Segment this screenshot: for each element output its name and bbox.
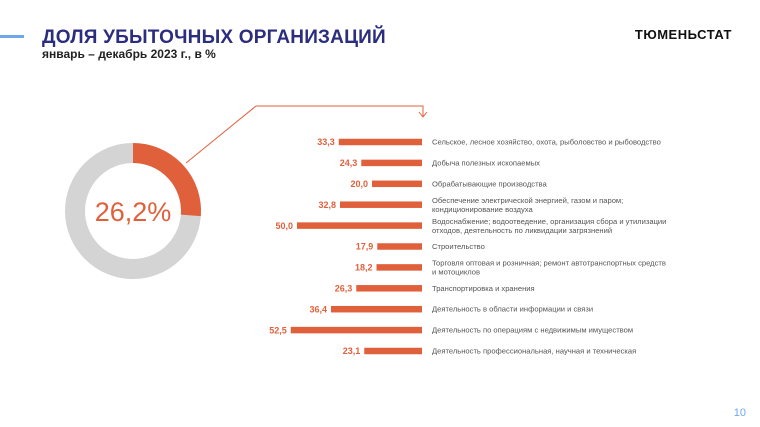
- bar: [372, 180, 422, 188]
- bar: [376, 264, 422, 271]
- bar-category-label: Водоснабжение; водоотведение, организаци…: [432, 217, 666, 235]
- accent-line: [0, 35, 24, 38]
- connector-arrow-icon: [418, 111, 428, 118]
- bar-value-label: 52,5: [269, 325, 287, 335]
- bar-value-label: 50,0: [275, 221, 293, 231]
- bar-value-label: 18,2: [355, 263, 373, 273]
- bar-category-label: Транспортировка и хранения: [432, 284, 535, 293]
- bar-value-label: 20,0: [350, 179, 368, 189]
- bar-value-label: 36,4: [309, 304, 327, 314]
- bar: [377, 243, 422, 250]
- page-subtitle: январь – декабрь 2023 г., в %: [42, 47, 216, 61]
- bar-value-label: 33,3: [317, 137, 335, 147]
- brand-logo-text: ТЮМЕНЬСТАТ: [634, 27, 732, 42]
- bar: [290, 326, 422, 334]
- page-title: ДОЛЯ УБЫТОЧНЫХ ОРГАНИЗАЦИЙ: [42, 27, 386, 48]
- bar-category-label: Деятельность профессиональная, научная и…: [432, 347, 636, 356]
- bar-value-label: 26,3: [335, 284, 353, 294]
- bar-category-label: Деятельность в области информации и связ…: [432, 305, 593, 314]
- bar-value-label: 24,3: [340, 158, 358, 168]
- bar-category-label: Обрабатывающие производства: [432, 179, 548, 188]
- bar: [361, 159, 422, 167]
- bar-category-label: Сельское, лесное хозяйство, охота, рыбол…: [432, 138, 661, 147]
- bar: [364, 347, 422, 355]
- bar-category-label: Обеспечение электрической энергией, газо…: [432, 196, 623, 214]
- bar: [356, 285, 422, 292]
- bar: [338, 138, 422, 146]
- bar-category-label: Строительство: [432, 242, 485, 251]
- donut-slice-loss-share: [132, 143, 201, 217]
- bar-value-label: 23,1: [343, 346, 361, 356]
- bar-category-label: Добыча полезных ископаемых: [432, 158, 540, 167]
- donut-center-label: 26,2%: [95, 197, 172, 227]
- bar-value-label: 32,8: [318, 200, 336, 210]
- bar-value-label: 17,9: [356, 242, 374, 252]
- bar: [331, 305, 422, 313]
- bar-category-label: Торговля оптовая и розничная; ремонт авт…: [432, 259, 666, 277]
- bar: [340, 201, 422, 208]
- page-number: 10: [733, 407, 746, 419]
- bar-category-label: Деятельность по операциям с недвижимым и…: [432, 326, 633, 335]
- connector-line: [185, 105, 424, 164]
- bar: [297, 222, 422, 229]
